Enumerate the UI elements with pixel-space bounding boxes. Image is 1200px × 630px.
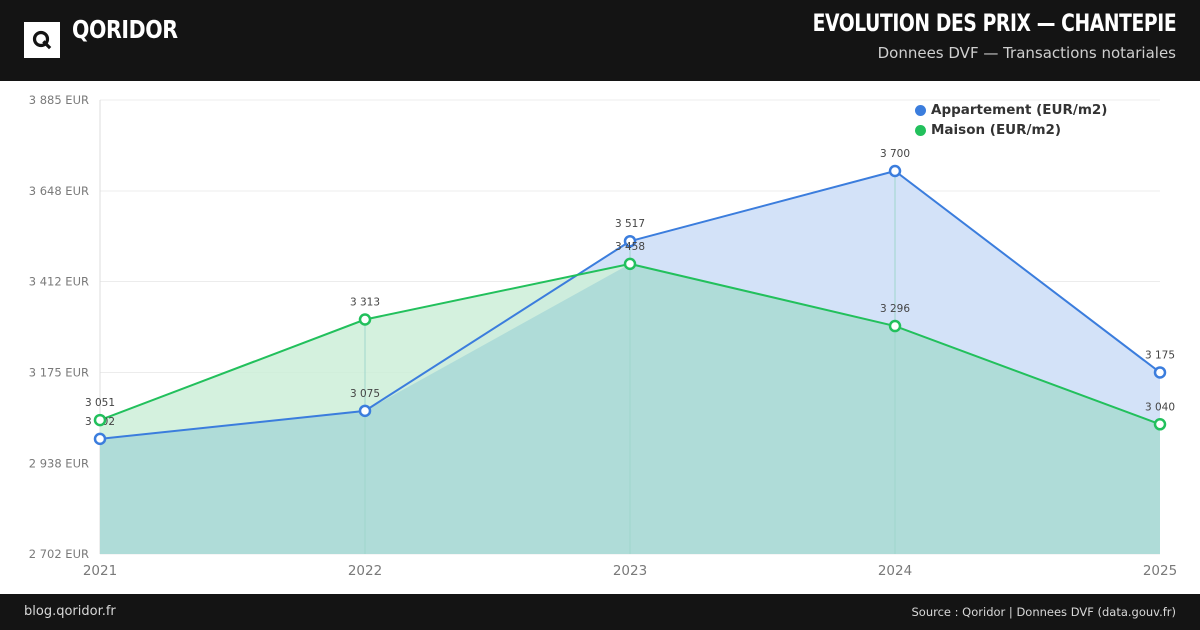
q-logo-icon — [24, 22, 60, 58]
data-point-maison — [358, 313, 372, 326]
footer-site-link[interactable]: blog.qoridor.fr — [24, 604, 116, 619]
data-point-maison — [1153, 418, 1167, 431]
page-subtitle: Donnees DVF — Transactions notariales — [877, 44, 1176, 62]
data-point-appartement — [93, 432, 107, 446]
data-label-appartement: 3 700 — [880, 148, 910, 160]
footer-source: Source : Qoridor | Donnees DVF (data.gou… — [911, 605, 1177, 619]
page-title: EVOLUTION DES PRIX — CHANTEPIE — [812, 9, 1176, 37]
data-point-appartement — [623, 234, 637, 248]
x-tick-label: 2024 — [878, 563, 912, 579]
legend-label-appartement: Appartement (EUR/m2) — [931, 102, 1108, 118]
header-bar: QORIDOR EVOLUTION DES PRIX — CHANTEPIE D… — [0, 0, 1200, 81]
y-tick-label: 3 175 EUR — [29, 365, 89, 379]
brand-name: QORIDOR — [72, 15, 178, 44]
data-point-appartement — [888, 164, 902, 178]
data-label-appartement: 3 517 — [615, 218, 645, 230]
x-tick-label: 2022 — [348, 563, 382, 579]
data-label-maison: 3 458 — [615, 241, 645, 253]
data-label-appartement: 3 075 — [350, 388, 380, 400]
legend-item-maison: Maison (EUR/m2) — [915, 120, 1107, 140]
x-tick-label: 2023 — [613, 563, 647, 579]
data-label-maison: 3 051 — [85, 397, 115, 409]
data-point-maison — [623, 257, 637, 271]
data-label-appartement: 3 175 — [1145, 349, 1175, 361]
footer-bar: blog.qoridor.fr Source : Qoridor | Donne… — [0, 594, 1200, 630]
legend-label-maison: Maison (EUR/m2) — [931, 122, 1062, 138]
price-chart: 2 702 EUR 2 938 EUR 3 175 EUR 3 412 EUR 3 64… — [29, 93, 1177, 579]
data-label-maison: 3 040 — [1145, 401, 1175, 413]
data-label-maison: 3 313 — [350, 297, 380, 309]
x-tick-label: 2021 — [83, 563, 117, 579]
chart-area: 2 702 EUR 2 938 EUR 3 175 EUR 3 412 EUR 3 64… — [0, 81, 1200, 594]
y-tick-label: 3 885 EUR — [29, 93, 89, 107]
data-point-appartement — [358, 404, 372, 418]
data-point-appartement — [1153, 366, 1167, 379]
legend-swatch-maison — [915, 124, 926, 136]
legend-item-appartement: Appartement (EUR/m2) — [915, 100, 1107, 120]
y-tick-label: 3 648 EUR — [29, 184, 89, 198]
chart-legend: Appartement (EUR/m2) Maison (EUR/m2) — [915, 100, 1107, 140]
data-label-maison: 3 296 — [880, 303, 910, 315]
data-point-maison — [93, 413, 107, 427]
y-tick-label: 2 938 EUR — [29, 456, 89, 470]
y-tick-label: 3 412 EUR — [29, 275, 89, 289]
y-tick-label: 2 702 EUR — [29, 547, 89, 561]
legend-swatch-appartement — [915, 104, 926, 116]
data-point-maison — [888, 319, 902, 333]
x-tick-label: 2025 — [1143, 563, 1177, 579]
